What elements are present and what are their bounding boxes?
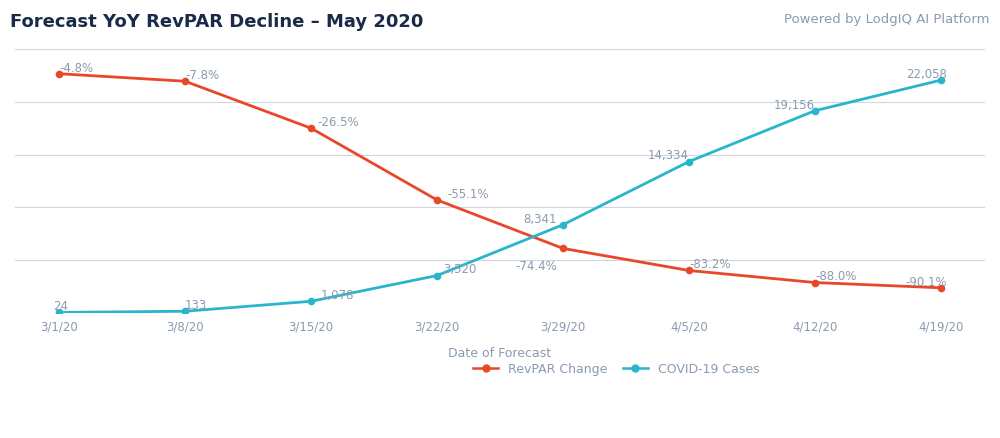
RevPAR Change [683, 268, 695, 273]
Text: 8,341: 8,341 [523, 212, 557, 225]
Text: -55.1%: -55.1% [447, 187, 489, 201]
Text: 1,078: 1,078 [321, 289, 355, 301]
Text: -7.8%: -7.8% [185, 69, 219, 82]
Text: 14,334: 14,334 [648, 149, 689, 162]
Line: RevPAR Change: RevPAR Change [55, 71, 945, 292]
COVID-19 Cases [683, 159, 695, 165]
Text: -4.8%: -4.8% [59, 61, 93, 74]
Text: 19,156: 19,156 [774, 99, 815, 111]
RevPAR Change [53, 72, 65, 77]
Text: -90.1%: -90.1% [906, 275, 947, 288]
Text: 133: 133 [185, 298, 207, 311]
Text: 22,058: 22,058 [906, 68, 947, 81]
COVID-19 Cases [431, 273, 443, 279]
COVID-19 Cases [53, 310, 65, 315]
COVID-19 Cases [305, 299, 317, 304]
COVID-19 Cases [179, 309, 191, 314]
RevPAR Change [179, 79, 191, 85]
COVID-19 Cases [557, 223, 569, 228]
Text: 3,520: 3,520 [443, 263, 477, 276]
Legend: RevPAR Change, COVID-19 Cases: RevPAR Change, COVID-19 Cases [468, 357, 764, 380]
Text: Forecast YoY RevPAR Decline – May 2020: Forecast YoY RevPAR Decline – May 2020 [10, 13, 423, 31]
COVID-19 Cases [935, 78, 947, 84]
RevPAR Change [305, 126, 317, 131]
Line: COVID-19 Cases: COVID-19 Cases [55, 77, 945, 317]
RevPAR Change [935, 286, 947, 291]
Text: -88.0%: -88.0% [815, 270, 856, 283]
Text: -26.5%: -26.5% [317, 116, 359, 129]
X-axis label: Date of Forecast: Date of Forecast [448, 347, 552, 360]
RevPAR Change [557, 246, 569, 251]
Text: 24: 24 [53, 300, 68, 313]
COVID-19 Cases [809, 109, 821, 114]
Text: -74.4%: -74.4% [515, 259, 557, 272]
Text: Powered by LodgIQ AI Platform: Powered by LodgIQ AI Platform [784, 13, 990, 26]
RevPAR Change [431, 198, 443, 203]
Text: -83.2%: -83.2% [689, 258, 730, 271]
RevPAR Change [809, 280, 821, 286]
